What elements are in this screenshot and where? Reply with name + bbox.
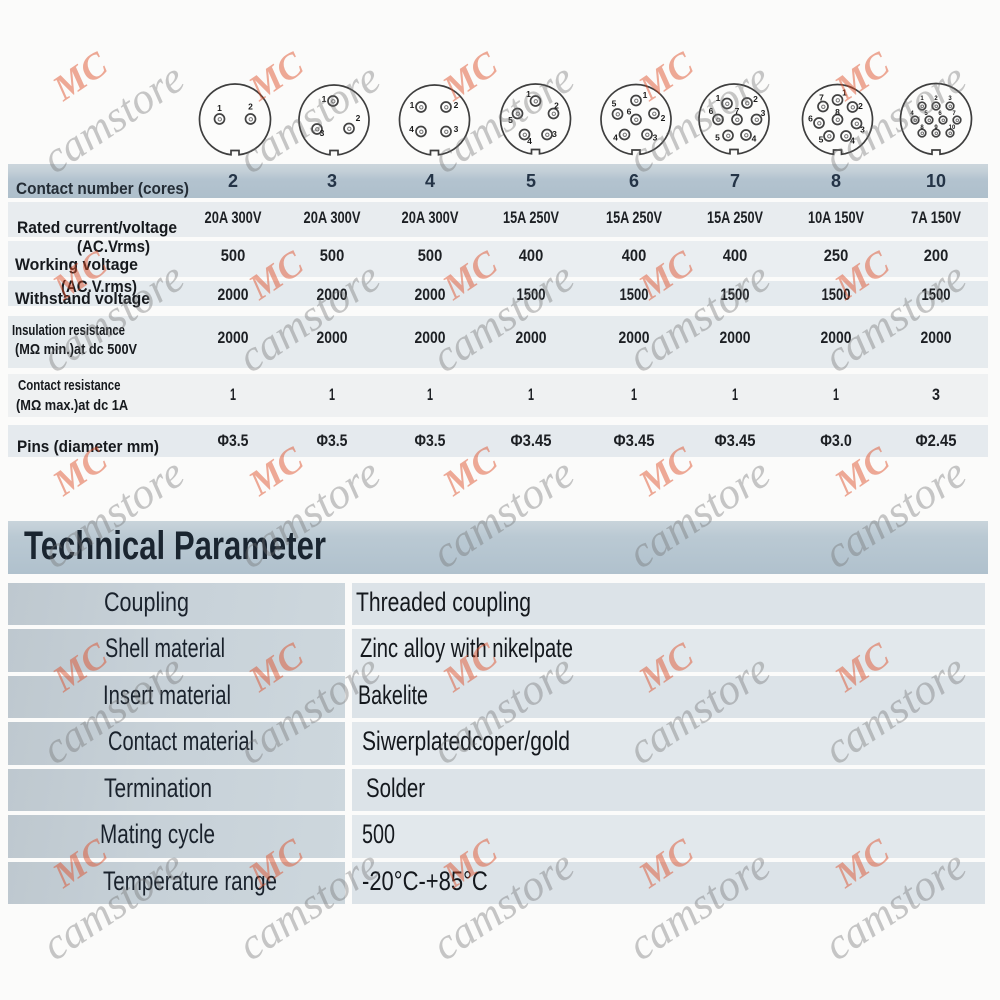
svg-text:4: 4: [910, 111, 914, 117]
svg-text:2: 2: [934, 96, 938, 102]
svg-text:2: 2: [858, 101, 863, 111]
svg-text:1: 1: [410, 100, 415, 110]
svg-text:5: 5: [819, 135, 824, 145]
svg-text:4: 4: [752, 134, 757, 144]
svg-text:2: 2: [554, 101, 559, 111]
svg-text:5: 5: [612, 99, 617, 109]
svg-text:3: 3: [454, 124, 459, 134]
svg-text:5: 5: [508, 115, 513, 125]
svg-text:3: 3: [320, 128, 325, 138]
svg-text:2: 2: [753, 94, 758, 104]
svg-text:1: 1: [322, 94, 327, 104]
svg-text:2: 2: [661, 113, 666, 123]
svg-text:2: 2: [356, 113, 361, 123]
svg-text:1: 1: [526, 89, 531, 99]
svg-text:3: 3: [761, 108, 766, 118]
svg-text:8: 8: [920, 125, 924, 131]
svg-text:3: 3: [552, 129, 557, 139]
svg-text:3: 3: [860, 125, 865, 135]
svg-text:3: 3: [948, 96, 952, 102]
svg-text:1: 1: [217, 103, 222, 113]
svg-text:2: 2: [248, 102, 253, 112]
svg-text:6: 6: [938, 111, 942, 117]
svg-text:7: 7: [819, 93, 824, 103]
svg-text:7: 7: [952, 111, 956, 117]
svg-text:4: 4: [527, 136, 532, 146]
svg-text:9: 9: [934, 125, 938, 131]
svg-text:4: 4: [409, 124, 414, 134]
svg-text:4: 4: [850, 136, 855, 146]
svg-text:3: 3: [653, 133, 658, 143]
svg-text:10: 10: [949, 125, 956, 131]
svg-text:6: 6: [627, 107, 632, 117]
svg-text:1: 1: [643, 90, 648, 100]
svg-text:8: 8: [835, 107, 840, 117]
svg-text:5: 5: [715, 133, 720, 143]
svg-text:6: 6: [808, 114, 813, 124]
svg-text:2: 2: [454, 100, 459, 110]
svg-text:5: 5: [924, 111, 928, 117]
svg-text:7: 7: [735, 106, 740, 116]
svg-text:1: 1: [842, 88, 847, 98]
svg-text:1: 1: [716, 93, 721, 103]
svg-text:6: 6: [709, 106, 714, 116]
svg-text:4: 4: [613, 133, 618, 143]
svg-text:1: 1: [920, 96, 924, 102]
